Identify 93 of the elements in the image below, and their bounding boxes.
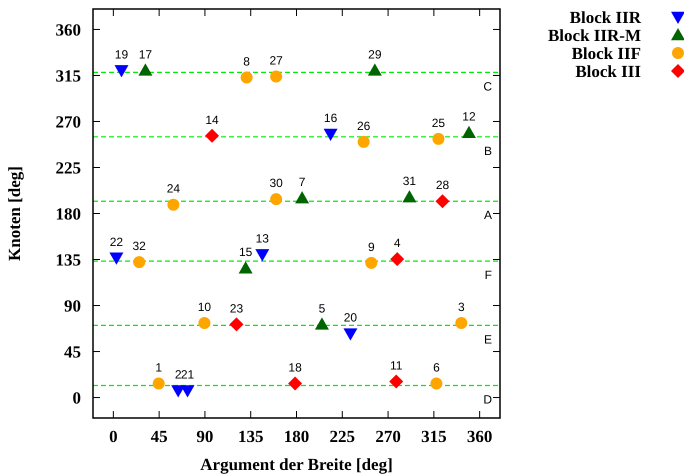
annotation: 23 — [230, 301, 244, 316]
annotation: 12 — [462, 110, 476, 124]
point — [324, 128, 338, 142]
y-tick-label: 135 — [56, 250, 81, 270]
annotation: 19 — [114, 47, 128, 62]
annotation: 6 — [433, 360, 440, 375]
point — [358, 136, 370, 148]
point — [365, 256, 378, 269]
x-tick-label: 270 — [375, 427, 401, 446]
point — [368, 63, 382, 76]
annotation: 5 — [318, 301, 326, 316]
point — [240, 72, 253, 84]
x-tick-label: 360 — [466, 427, 492, 446]
legend-label: Block III — [575, 62, 642, 81]
point — [314, 317, 329, 330]
y-axis-title: Knoten [deg] — [5, 166, 24, 261]
legend-label: Block IIR-M — [548, 26, 641, 45]
annotation: 9 — [368, 240, 375, 254]
annotation: 7 — [298, 175, 306, 190]
x-tick-label: 180 — [284, 427, 310, 446]
annotation: 2 — [174, 367, 182, 382]
annotation: 31 — [402, 174, 416, 188]
x-tick-label: 135 — [238, 427, 264, 446]
annotation: 25 — [432, 116, 446, 130]
annotation: 3 — [458, 300, 465, 314]
point — [402, 190, 416, 202]
point — [198, 317, 210, 330]
annotation: 21 — [180, 367, 195, 382]
annotation: 17 — [138, 47, 152, 62]
annotation: 1 — [155, 360, 162, 375]
y-tick-label: 180 — [56, 204, 81, 224]
annotation: 28 — [436, 178, 450, 192]
legend-label: Block IIF — [572, 44, 641, 63]
annotation: 8 — [243, 54, 250, 69]
x-tick-label: 45 — [150, 427, 168, 446]
point — [343, 328, 358, 341]
y-tick-label: 315 — [56, 66, 81, 86]
point — [180, 385, 195, 398]
point — [167, 198, 180, 211]
x-tick-label: 315 — [421, 427, 447, 446]
point — [152, 378, 165, 390]
y-tick-label: 225 — [56, 158, 81, 178]
x-axis-title: Argument der Breite [deg] — [200, 455, 393, 474]
ref-line-label: A — [484, 208, 492, 222]
annotation: 15 — [238, 245, 253, 260]
point — [133, 256, 146, 268]
point — [138, 63, 152, 76]
annotation: 18 — [288, 360, 302, 375]
annotation: 13 — [256, 231, 270, 246]
point — [109, 252, 124, 265]
point — [295, 191, 310, 204]
point — [432, 132, 444, 145]
point — [114, 65, 128, 78]
y-tick-label: 270 — [56, 112, 81, 132]
point — [430, 378, 442, 390]
annotation: 14 — [205, 112, 220, 127]
annotation: 20 — [344, 310, 358, 325]
point — [389, 374, 404, 388]
x-tick-label: 225 — [330, 427, 356, 446]
annotation: 4 — [394, 236, 401, 250]
x-tick-label: 0 — [109, 427, 118, 446]
ref-line-label: C — [483, 79, 492, 94]
point — [436, 194, 450, 208]
legend-label: Block IIR — [570, 8, 642, 27]
point — [455, 317, 468, 330]
point — [238, 261, 253, 274]
point — [205, 128, 220, 143]
ref-line-label: D — [483, 392, 492, 406]
point — [270, 193, 282, 206]
point — [462, 126, 476, 138]
annotation: 30 — [269, 176, 284, 190]
point — [288, 376, 302, 391]
point — [390, 252, 404, 266]
annotation: 32 — [132, 239, 146, 254]
point — [270, 70, 282, 82]
x-tick-label: 90 — [196, 427, 214, 446]
annotation: 16 — [324, 111, 338, 126]
annotation: 26 — [356, 118, 371, 133]
annotation: 10 — [198, 300, 212, 314]
ref-line-label: E — [484, 332, 492, 346]
y-tick-label: 360 — [56, 20, 81, 40]
annotation: 24 — [166, 182, 180, 196]
point — [255, 249, 270, 262]
annotation: 29 — [368, 47, 382, 62]
y-tick-label: 45 — [64, 342, 81, 362]
annotation: 11 — [390, 358, 403, 372]
ref-line-label: B — [484, 144, 492, 158]
y-tick-label: 90 — [64, 296, 81, 316]
annotation: 27 — [269, 53, 284, 68]
annotation: 22 — [110, 234, 124, 249]
ref-line-label: F — [484, 268, 492, 282]
y-tick-label: 0 — [72, 388, 81, 408]
point — [229, 317, 244, 332]
